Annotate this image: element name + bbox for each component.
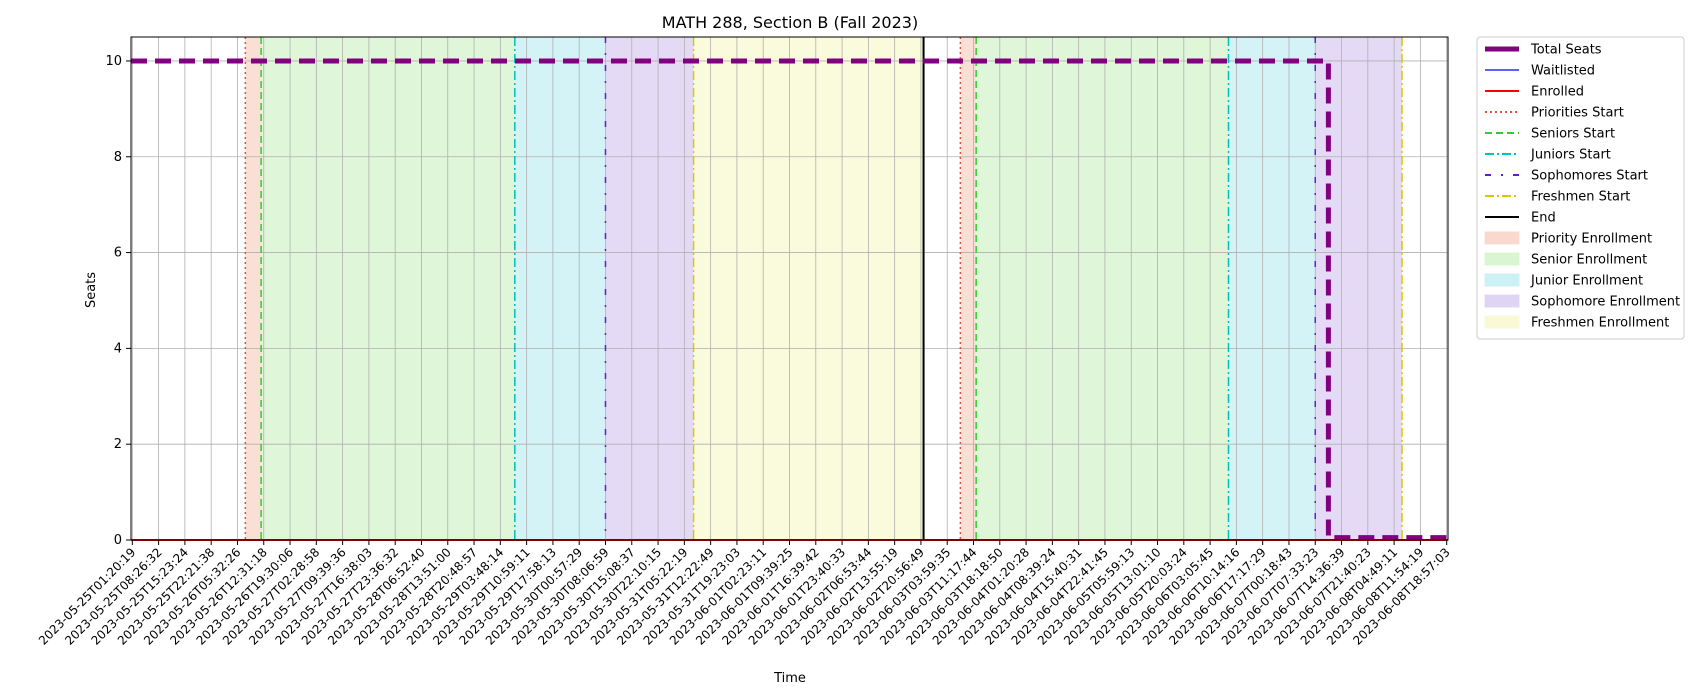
legend-label-sophomore-enrollment: Sophomore Enrollment xyxy=(1531,295,1680,310)
span-junior-enrollment xyxy=(1228,37,1316,540)
legend-label-end: End xyxy=(1531,211,1556,226)
legend: Total Seats Waitlisted Enrolled Priorities … xyxy=(1476,36,1685,340)
legend-swatch-sophomore-enrollment xyxy=(1484,294,1520,308)
legend-swatch-freshmen-enrollment xyxy=(1484,315,1520,329)
legend-swatch-senior-enrollment xyxy=(1484,252,1520,266)
y-tick-label: 2 xyxy=(114,437,122,452)
span-priority-enrollment xyxy=(245,37,262,540)
y-axis-label: Seats xyxy=(84,272,99,308)
legend-box xyxy=(1476,36,1685,340)
series-total-seats xyxy=(131,58,1448,541)
x-axis-label: Time xyxy=(773,671,806,686)
span-junior-enrollment xyxy=(514,37,606,540)
span-priority-enrollment xyxy=(960,37,977,540)
span-senior-enrollment xyxy=(261,37,515,540)
y-tick-label: 4 xyxy=(114,341,122,356)
span-sophomore-enrollment xyxy=(605,37,694,540)
y-tick-label: 8 xyxy=(114,150,122,165)
legend-label-sophomores-start: Sophomores Start xyxy=(1531,169,1648,184)
legend-label-senior-enrollment: Senior Enrollment xyxy=(1531,253,1647,268)
y-tick-label: 0 xyxy=(114,533,122,548)
legend-label-junior-enrollment: Junior Enrollment xyxy=(1530,274,1643,289)
legend-swatch-priority-enrollment xyxy=(1484,231,1520,245)
legend-swatch-junior-enrollment xyxy=(1484,273,1520,287)
legend-label-freshmen-start: Freshmen Start xyxy=(1531,190,1630,205)
legend-label-enrolled: Enrolled xyxy=(1531,85,1584,100)
y-tick-label: 10 xyxy=(105,54,122,69)
legend-label-seniors-start: Seniors Start xyxy=(1531,127,1615,142)
span-freshmen-enrollment xyxy=(693,37,924,540)
span-senior-enrollment xyxy=(976,37,1229,540)
y-tick-label: 6 xyxy=(114,246,122,261)
chart-title: MATH 288, Section B (Fall 2023) xyxy=(662,13,918,32)
legend-label-priority-enrollment: Priority Enrollment xyxy=(1531,232,1652,247)
legend-label-juniors-start: Juniors Start xyxy=(1530,148,1611,163)
plot-area: 02468102023-05-25T01:20:192023-05-25T08:… xyxy=(36,36,1453,648)
legend-label-freshmen-enrollment: Freshmen Enrollment xyxy=(1531,316,1669,331)
legend-label-priorities-start: Priorities Start xyxy=(1531,106,1624,121)
legend-label-waitlisted: Waitlisted xyxy=(1531,64,1595,79)
legend-label-total-seats: Total Seats xyxy=(1530,43,1602,58)
